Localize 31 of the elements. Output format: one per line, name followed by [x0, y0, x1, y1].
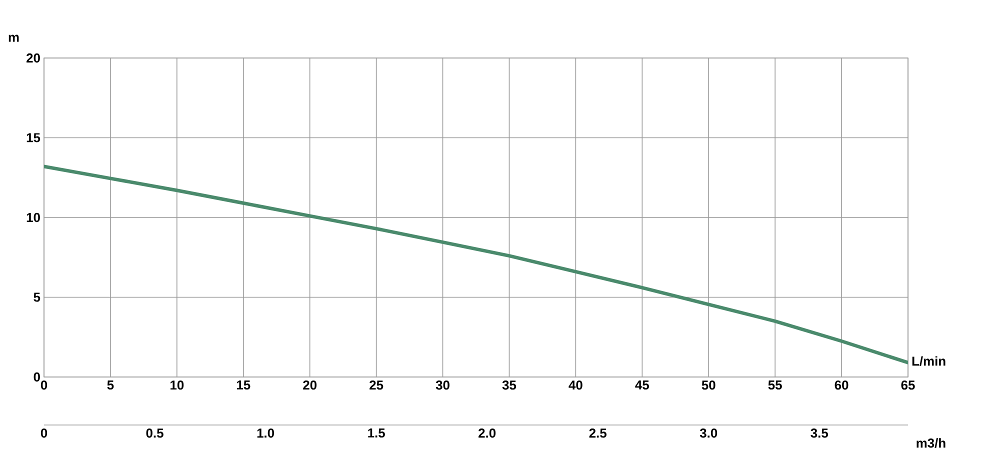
- x2-tick-label: 1.5: [368, 428, 385, 438]
- y-tick-label: 0: [34, 372, 40, 382]
- x-tick-label: 45: [635, 380, 650, 390]
- x2-tick-label: 0: [40, 428, 48, 438]
- y-tick-label: 5: [34, 292, 40, 302]
- y-tick-label: 15: [26, 133, 40, 142]
- x2-tick-label: 2.0: [478, 428, 496, 438]
- y-axis-title: m: [8, 34, 19, 42]
- x-tick-label: 10: [170, 380, 184, 390]
- x-tick-label: 55: [768, 380, 782, 390]
- x-tick-label: 0: [40, 380, 48, 390]
- x2-tick-label: 0.5: [146, 428, 164, 438]
- x2-tick-label: 3.5: [810, 428, 828, 438]
- x-tick-label: 50: [702, 380, 716, 390]
- x-tick-label: 40: [568, 380, 582, 390]
- x2-axis-title: m3/h: [916, 438, 946, 448]
- x2-tick-label: 3.0: [700, 428, 718, 438]
- x-tick-label: 65: [901, 380, 915, 390]
- x-tick-label: 60: [834, 380, 848, 390]
- x-tick-label: 30: [436, 380, 450, 390]
- y-tick-label: 20: [26, 53, 40, 63]
- x-tick-label: 35: [502, 380, 516, 390]
- x-tick-label: 15: [236, 380, 250, 390]
- line-series: [44, 164, 908, 364]
- x-axis-title: L/min: [912, 356, 946, 366]
- x-tick-label: 5: [107, 380, 114, 390]
- x-tick-label: 25: [370, 380, 384, 390]
- x2-tick-label: 1.0: [257, 428, 274, 438]
- x-tick-label: 20: [303, 380, 317, 390]
- x2-tick-label: 2.5: [589, 428, 606, 438]
- y-tick-label: 10: [26, 212, 40, 222]
